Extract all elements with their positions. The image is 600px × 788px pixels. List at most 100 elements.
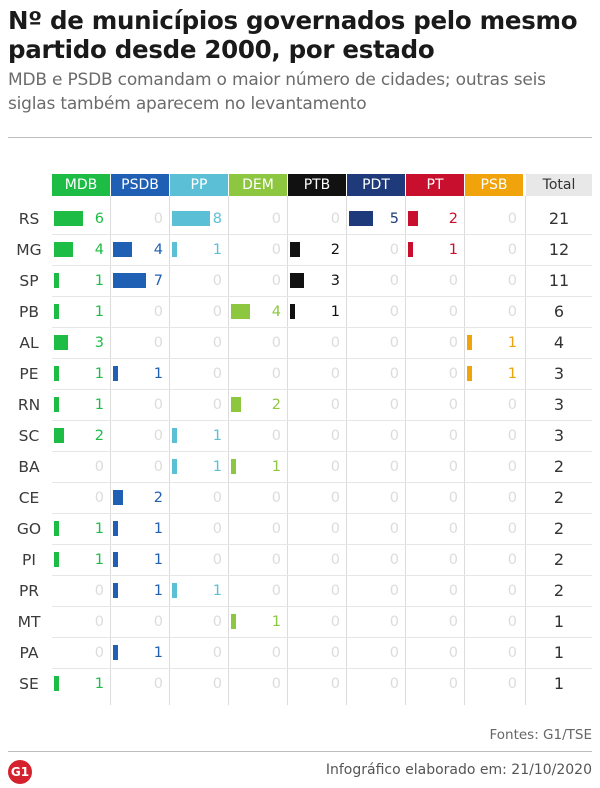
- value-pp: 8: [212, 211, 222, 227]
- value-dem: 0: [271, 242, 281, 258]
- total-value: 3: [553, 426, 565, 445]
- value-pp: 0: [212, 304, 222, 320]
- value-psdb: 0: [153, 428, 163, 444]
- bar-pp: [172, 459, 177, 474]
- value-dem: 0: [271, 428, 281, 444]
- value-dem: 4: [271, 304, 281, 320]
- bar-pt: [408, 242, 413, 257]
- bar-mdb: [54, 676, 59, 691]
- value-ptb: 2: [330, 242, 340, 258]
- value-pdt: 0: [389, 273, 399, 289]
- chart-title: Nº de municípios governados pelo mesmo p…: [8, 6, 578, 64]
- state-label: PR: [18, 582, 40, 600]
- value-psb: 0: [507, 397, 517, 413]
- bar-pp: [172, 211, 210, 226]
- value-psdb: 1: [153, 583, 163, 599]
- total-value: 12: [548, 240, 570, 259]
- bottom-divider: [8, 751, 592, 752]
- value-ptb: 0: [330, 211, 340, 227]
- bar-pp: [172, 242, 177, 257]
- row-separator: [52, 451, 592, 452]
- row-separator: [52, 544, 592, 545]
- value-mdb: 1: [94, 552, 104, 568]
- value-pp: 1: [212, 583, 222, 599]
- value-psdb: 1: [153, 645, 163, 661]
- value-pp: 0: [212, 273, 222, 289]
- value-ptb: 3: [330, 273, 340, 289]
- value-pdt: 0: [389, 614, 399, 630]
- total-value: 11: [548, 271, 570, 290]
- total-value: 21: [548, 209, 570, 228]
- row-separator: [52, 575, 592, 576]
- state-label: RN: [17, 396, 41, 414]
- value-pdt: 0: [389, 397, 399, 413]
- bar-psb: [467, 366, 472, 381]
- value-pdt: 0: [389, 490, 399, 506]
- bar-dem: [231, 459, 236, 474]
- value-dem: 0: [271, 335, 281, 351]
- value-psb: 0: [507, 521, 517, 537]
- bar-ptb: [290, 304, 295, 319]
- bar-psdb: [113, 552, 118, 567]
- header-dem: DEM: [229, 174, 287, 196]
- value-mdb: 1: [94, 273, 104, 289]
- total-value: 2: [553, 519, 565, 538]
- value-psb: 1: [507, 366, 517, 382]
- value-pdt: 0: [389, 335, 399, 351]
- header-total: Total: [526, 174, 592, 196]
- total-value: 1: [553, 643, 565, 662]
- value-psdb: 1: [153, 552, 163, 568]
- bar-mdb: [54, 211, 83, 226]
- value-pdt: 0: [389, 676, 399, 692]
- bar-pp: [172, 583, 177, 598]
- value-psdb: 0: [153, 614, 163, 630]
- value-pt: 0: [448, 676, 458, 692]
- value-pdt: 0: [389, 242, 399, 258]
- total-value: 6: [553, 302, 565, 321]
- bar-psdb: [113, 490, 123, 505]
- state-label: RS: [18, 210, 40, 228]
- value-psdb: 0: [153, 676, 163, 692]
- value-psb: 0: [507, 242, 517, 258]
- value-dem: 0: [271, 645, 281, 661]
- value-ptb: 0: [330, 676, 340, 692]
- bar-mdb: [54, 335, 68, 350]
- state-label: AL: [19, 334, 39, 352]
- value-pt: 0: [448, 304, 458, 320]
- bar-pp: [172, 428, 177, 443]
- column-separator: [110, 196, 111, 705]
- bar-dem: [231, 304, 250, 319]
- row-separator: [52, 637, 592, 638]
- state-label: PI: [22, 551, 36, 569]
- value-psb: 0: [507, 614, 517, 630]
- state-label: SP: [19, 272, 39, 290]
- value-psb: 1: [507, 335, 517, 351]
- state-label: SC: [18, 427, 40, 445]
- value-ptb: 0: [330, 552, 340, 568]
- total-value: 3: [553, 364, 565, 383]
- value-pt: 0: [448, 583, 458, 599]
- value-ptb: 0: [330, 521, 340, 537]
- value-pp: 0: [212, 552, 222, 568]
- value-dem: 2: [271, 397, 281, 413]
- row-separator: [52, 389, 592, 390]
- value-mdb: 0: [94, 583, 104, 599]
- value-dem: 0: [271, 521, 281, 537]
- value-pp: 0: [212, 521, 222, 537]
- value-mdb: 1: [94, 676, 104, 692]
- total-value: 2: [553, 550, 565, 569]
- value-pt: 0: [448, 335, 458, 351]
- total-value: 3: [553, 395, 565, 414]
- value-pdt: 0: [389, 366, 399, 382]
- header-psdb: PSDB: [111, 174, 169, 196]
- state-label: SE: [19, 675, 39, 693]
- value-pt: 0: [448, 614, 458, 630]
- value-pdt: 0: [389, 459, 399, 475]
- value-mdb: 6: [94, 211, 104, 227]
- header-pt: PT: [406, 174, 464, 196]
- value-mdb: 1: [94, 397, 104, 413]
- value-pp: 0: [212, 645, 222, 661]
- bar-dem: [231, 397, 241, 412]
- total-value: 4: [553, 333, 565, 352]
- value-dem: 0: [271, 676, 281, 692]
